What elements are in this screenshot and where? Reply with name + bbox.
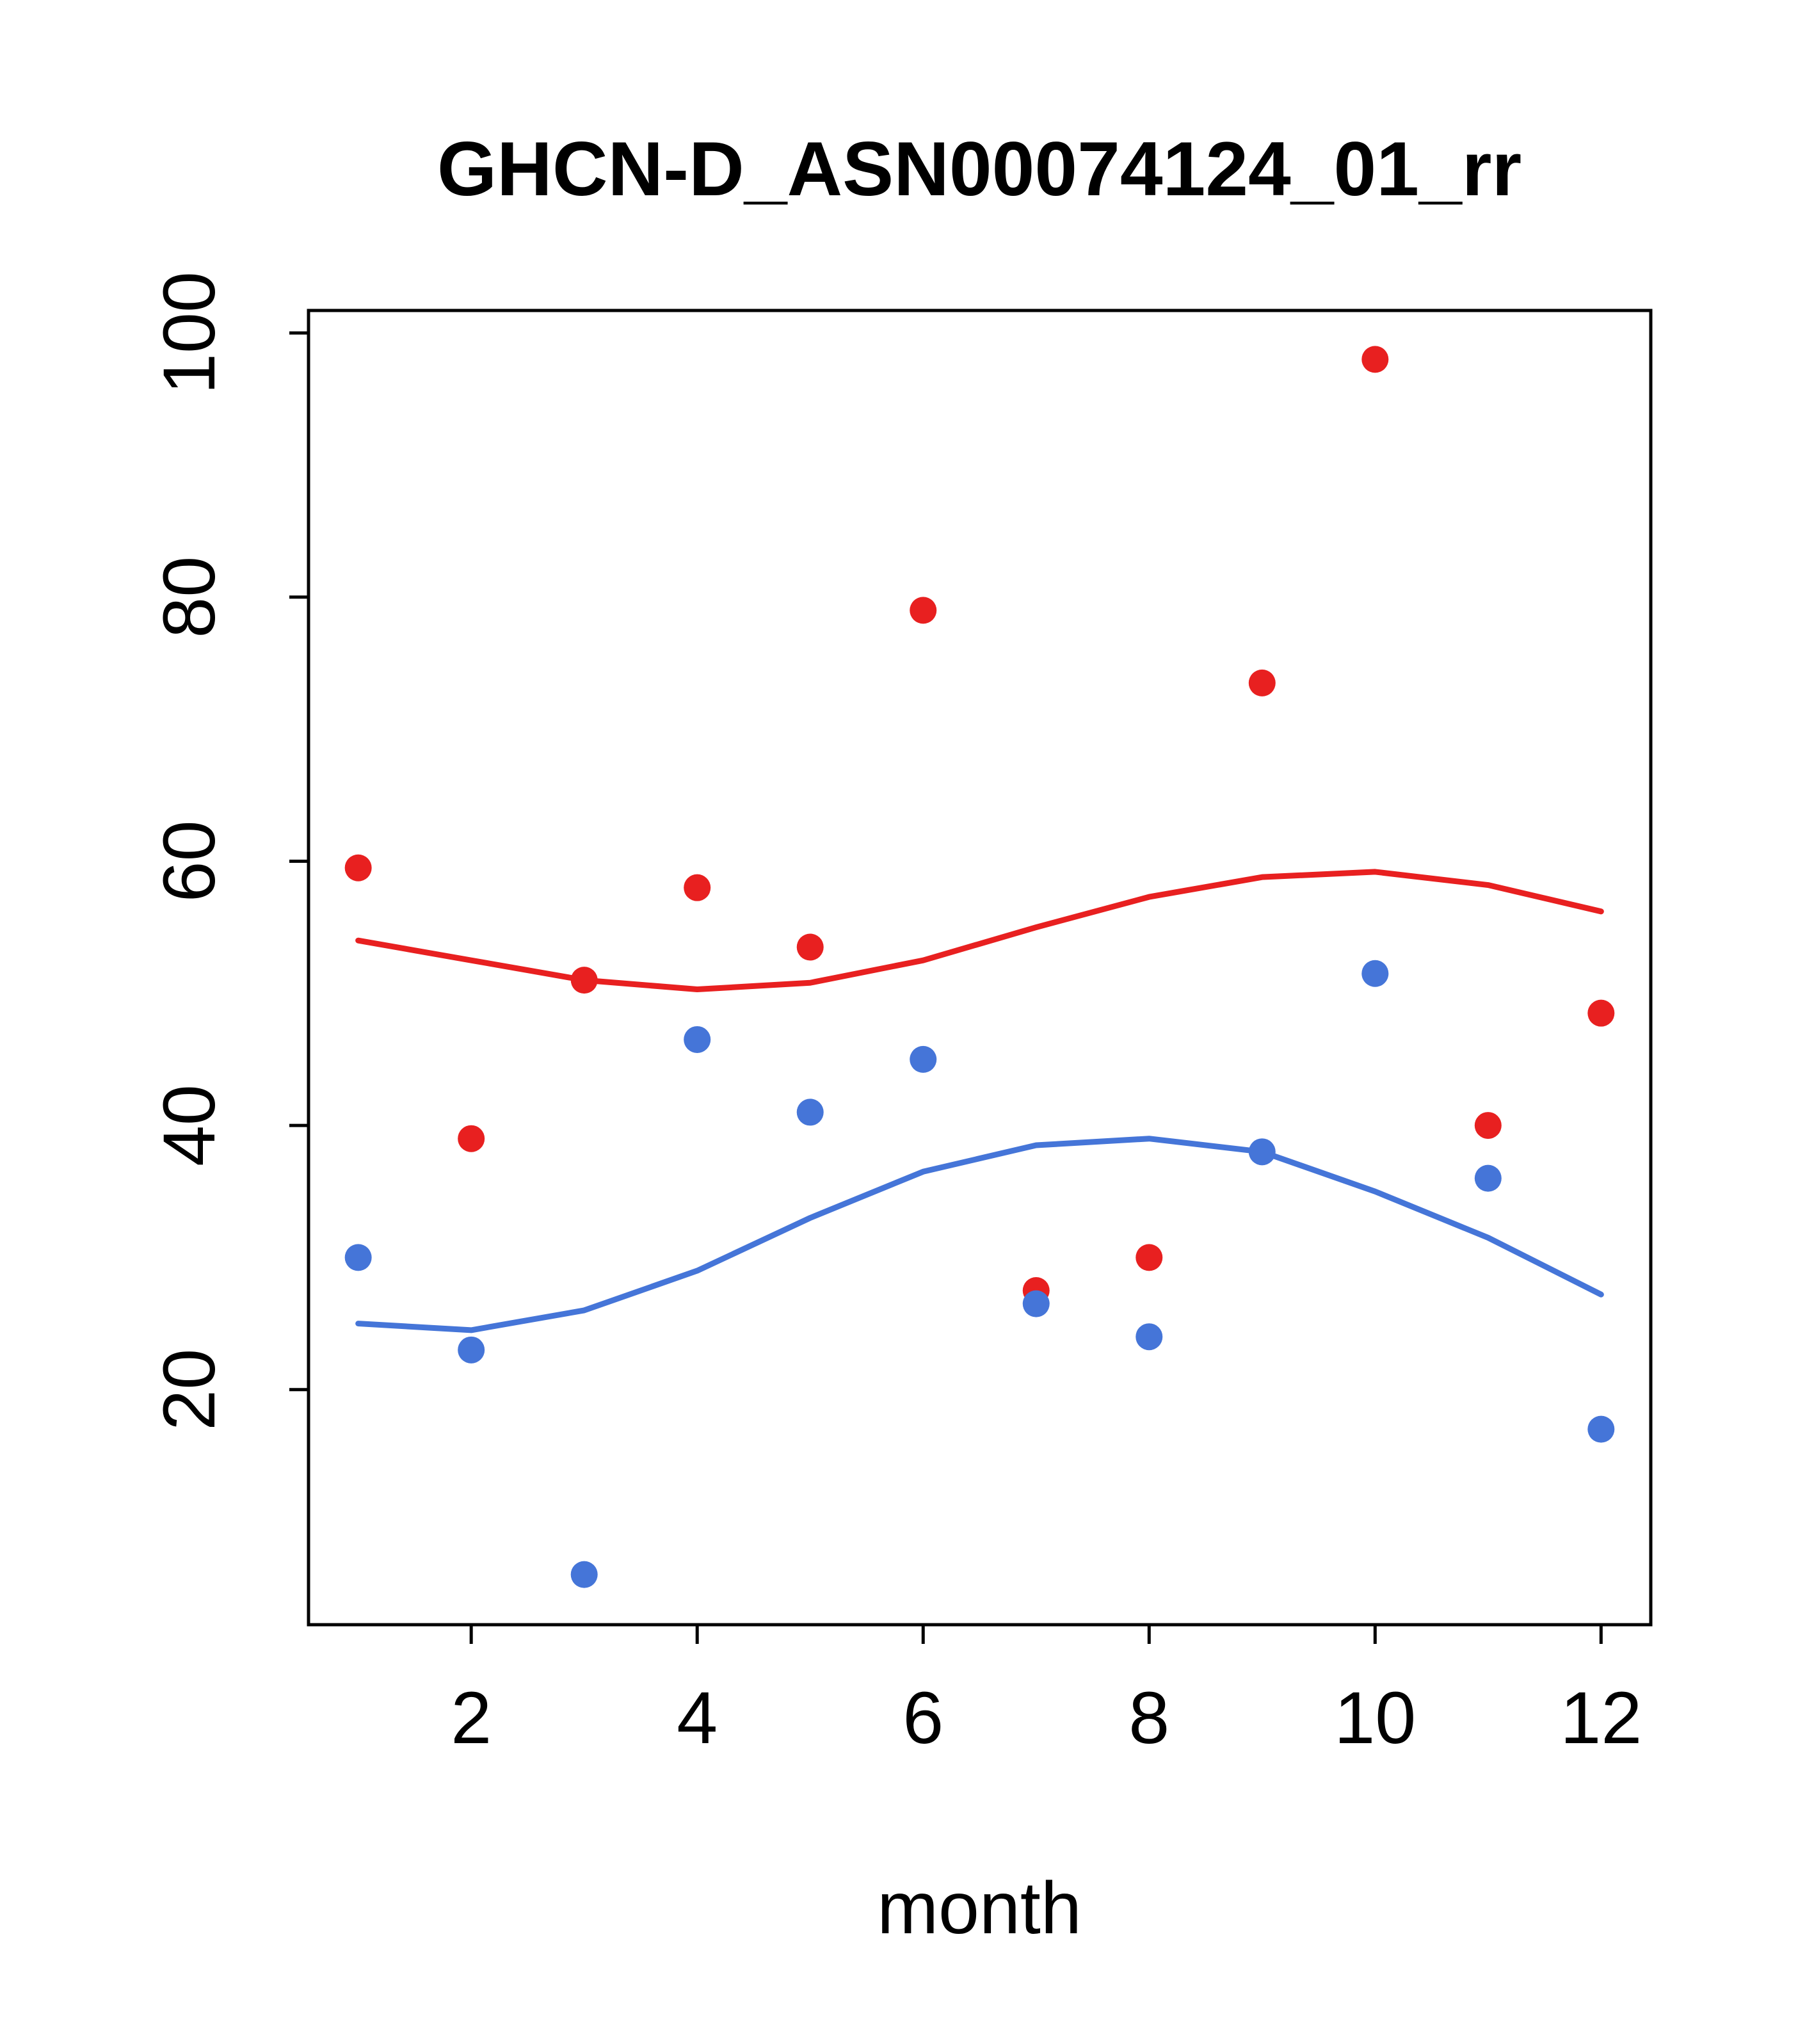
y-tick-label: 60 (148, 820, 230, 902)
blue-points-marker (344, 1244, 372, 1271)
red-points-marker (1474, 1112, 1502, 1139)
red-points-marker (1361, 346, 1389, 373)
y-tick-label: 20 (148, 1349, 230, 1431)
red-points-marker (344, 854, 372, 881)
data-points-layer (344, 346, 1615, 1588)
x-axis-label: month (877, 1867, 1082, 1949)
red-trend (355, 869, 1604, 993)
y-tick-label: 40 (148, 1084, 230, 1166)
y-axis: 20 40 60 80 100 (148, 271, 309, 1431)
red-points-marker (570, 967, 598, 994)
red-points-marker (1248, 669, 1276, 696)
blue-points-marker (1587, 1415, 1615, 1443)
red-points-marker (796, 933, 824, 961)
red-points-marker (1587, 999, 1615, 1027)
blue-trend (355, 1136, 1604, 1333)
x-tick-label: 10 (1334, 1677, 1416, 1759)
red-points-marker (684, 874, 711, 901)
x-axis: 2 4 6 8 10 12 (451, 1625, 1642, 1759)
x-tick-label: 6 (903, 1677, 943, 1759)
blue-points-marker (1022, 1290, 1050, 1317)
y-tick-label: 100 (148, 271, 230, 394)
blue-points-marker (570, 1561, 598, 1588)
red-points-marker (1136, 1244, 1163, 1271)
red-points-marker (458, 1125, 485, 1152)
plot-border (307, 309, 1653, 1627)
blue-points-marker (1474, 1164, 1502, 1192)
blue-points-marker (796, 1098, 824, 1126)
x-tick-label: 12 (1560, 1677, 1642, 1759)
blue-points-marker (1248, 1138, 1276, 1166)
red-points-marker (910, 597, 937, 624)
trend-lines-layer (355, 869, 1604, 1333)
x-tick-label: 8 (1128, 1677, 1169, 1759)
blue-points-marker (1136, 1323, 1163, 1351)
y-tick-label: 80 (148, 556, 230, 638)
x-tick-label: 2 (451, 1677, 492, 1759)
blue-points-marker (684, 1026, 711, 1053)
x-tick-label: 4 (677, 1677, 718, 1759)
blue-points-marker (458, 1336, 485, 1364)
blue-points-marker (1361, 960, 1389, 987)
blue-points-marker (910, 1045, 937, 1073)
chart-title: GHCN-D_ASN00074124_01_rr (437, 126, 1521, 212)
